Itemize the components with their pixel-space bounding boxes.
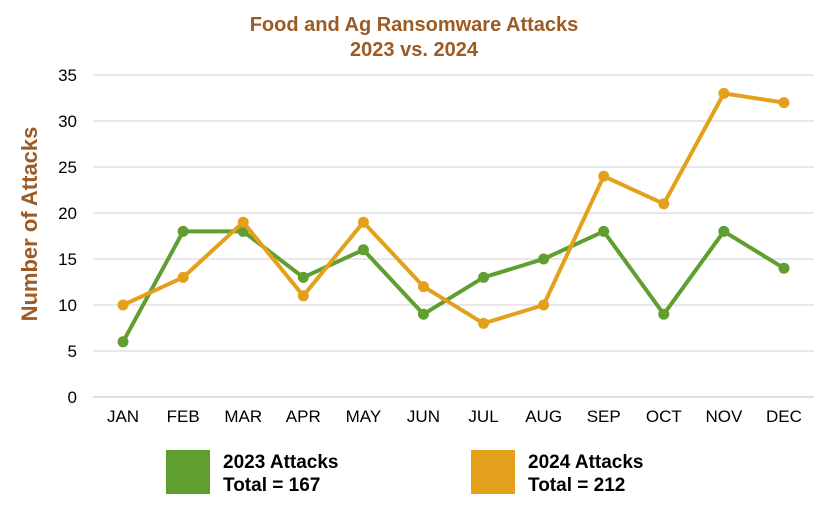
data-point [417,281,429,293]
data-point [778,262,790,274]
series-line [121,229,786,344]
data-point [177,271,189,283]
y-tick-label: 20 [58,204,77,223]
data-point [357,216,369,228]
legend-swatch [471,450,515,494]
x-tick-label: OCT [646,407,682,426]
data-point [357,244,369,256]
data-point [297,290,309,302]
data-point [658,308,670,320]
x-tick-labels: JAN FEB MAR APR MAY JUN JUL AUG SEP OCT NOV DEC [107,407,802,426]
legend-total: Total = 212 [528,475,625,496]
data-point [177,225,189,237]
legend-swatch [166,450,210,494]
y-tick-label: 30 [58,112,77,131]
x-tick-label: SEP [587,407,621,426]
data-point [598,225,610,237]
data-point [478,317,490,329]
data-point [718,225,730,237]
data-point [417,308,429,320]
series-line [121,91,786,326]
data-point [297,271,309,283]
legend-label: 2023 Attacks [223,452,338,473]
data-point [117,299,129,311]
x-tick-label: NOV [705,407,743,426]
data-point [538,253,550,265]
y-tick-label: 35 [58,66,77,85]
x-tick-label: JAN [107,407,139,426]
data-point [237,216,249,228]
y-tick-label: 0 [68,388,77,407]
data-point [718,87,730,99]
data-point [658,198,670,210]
x-tick-label: FEB [167,407,200,426]
data-point [117,336,129,348]
chart-title: Food and Ag Ransomware Attacks [250,14,579,36]
data-point [778,97,790,109]
legend-total: Total = 167 [223,475,320,496]
data-point [478,271,490,283]
y-tick-label: 5 [68,342,77,361]
series-lines [117,87,790,348]
chart-subtitle: 2023 vs. 2024 [350,39,479,61]
x-tick-label: JUN [407,407,440,426]
data-point [538,299,550,311]
series-2 [117,87,790,329]
x-tick-label: DEC [766,407,802,426]
x-tick-label: MAY [346,407,382,426]
data-point [598,170,610,182]
legend-label: 2024 Attacks [528,452,643,473]
x-tick-label: APR [286,407,321,426]
y-tick-label: 15 [58,250,77,269]
x-tick-label: JUL [468,407,498,426]
y-tick-label: 10 [58,296,77,315]
y-tick-label: 25 [58,158,77,177]
x-tick-label: AUG [525,407,562,426]
x-tick-label: MAR [224,407,262,426]
y-axis-title: Number of Attacks [17,127,42,322]
y-tick-labels: 0 5 10 15 20 25 30 35 [58,66,77,407]
